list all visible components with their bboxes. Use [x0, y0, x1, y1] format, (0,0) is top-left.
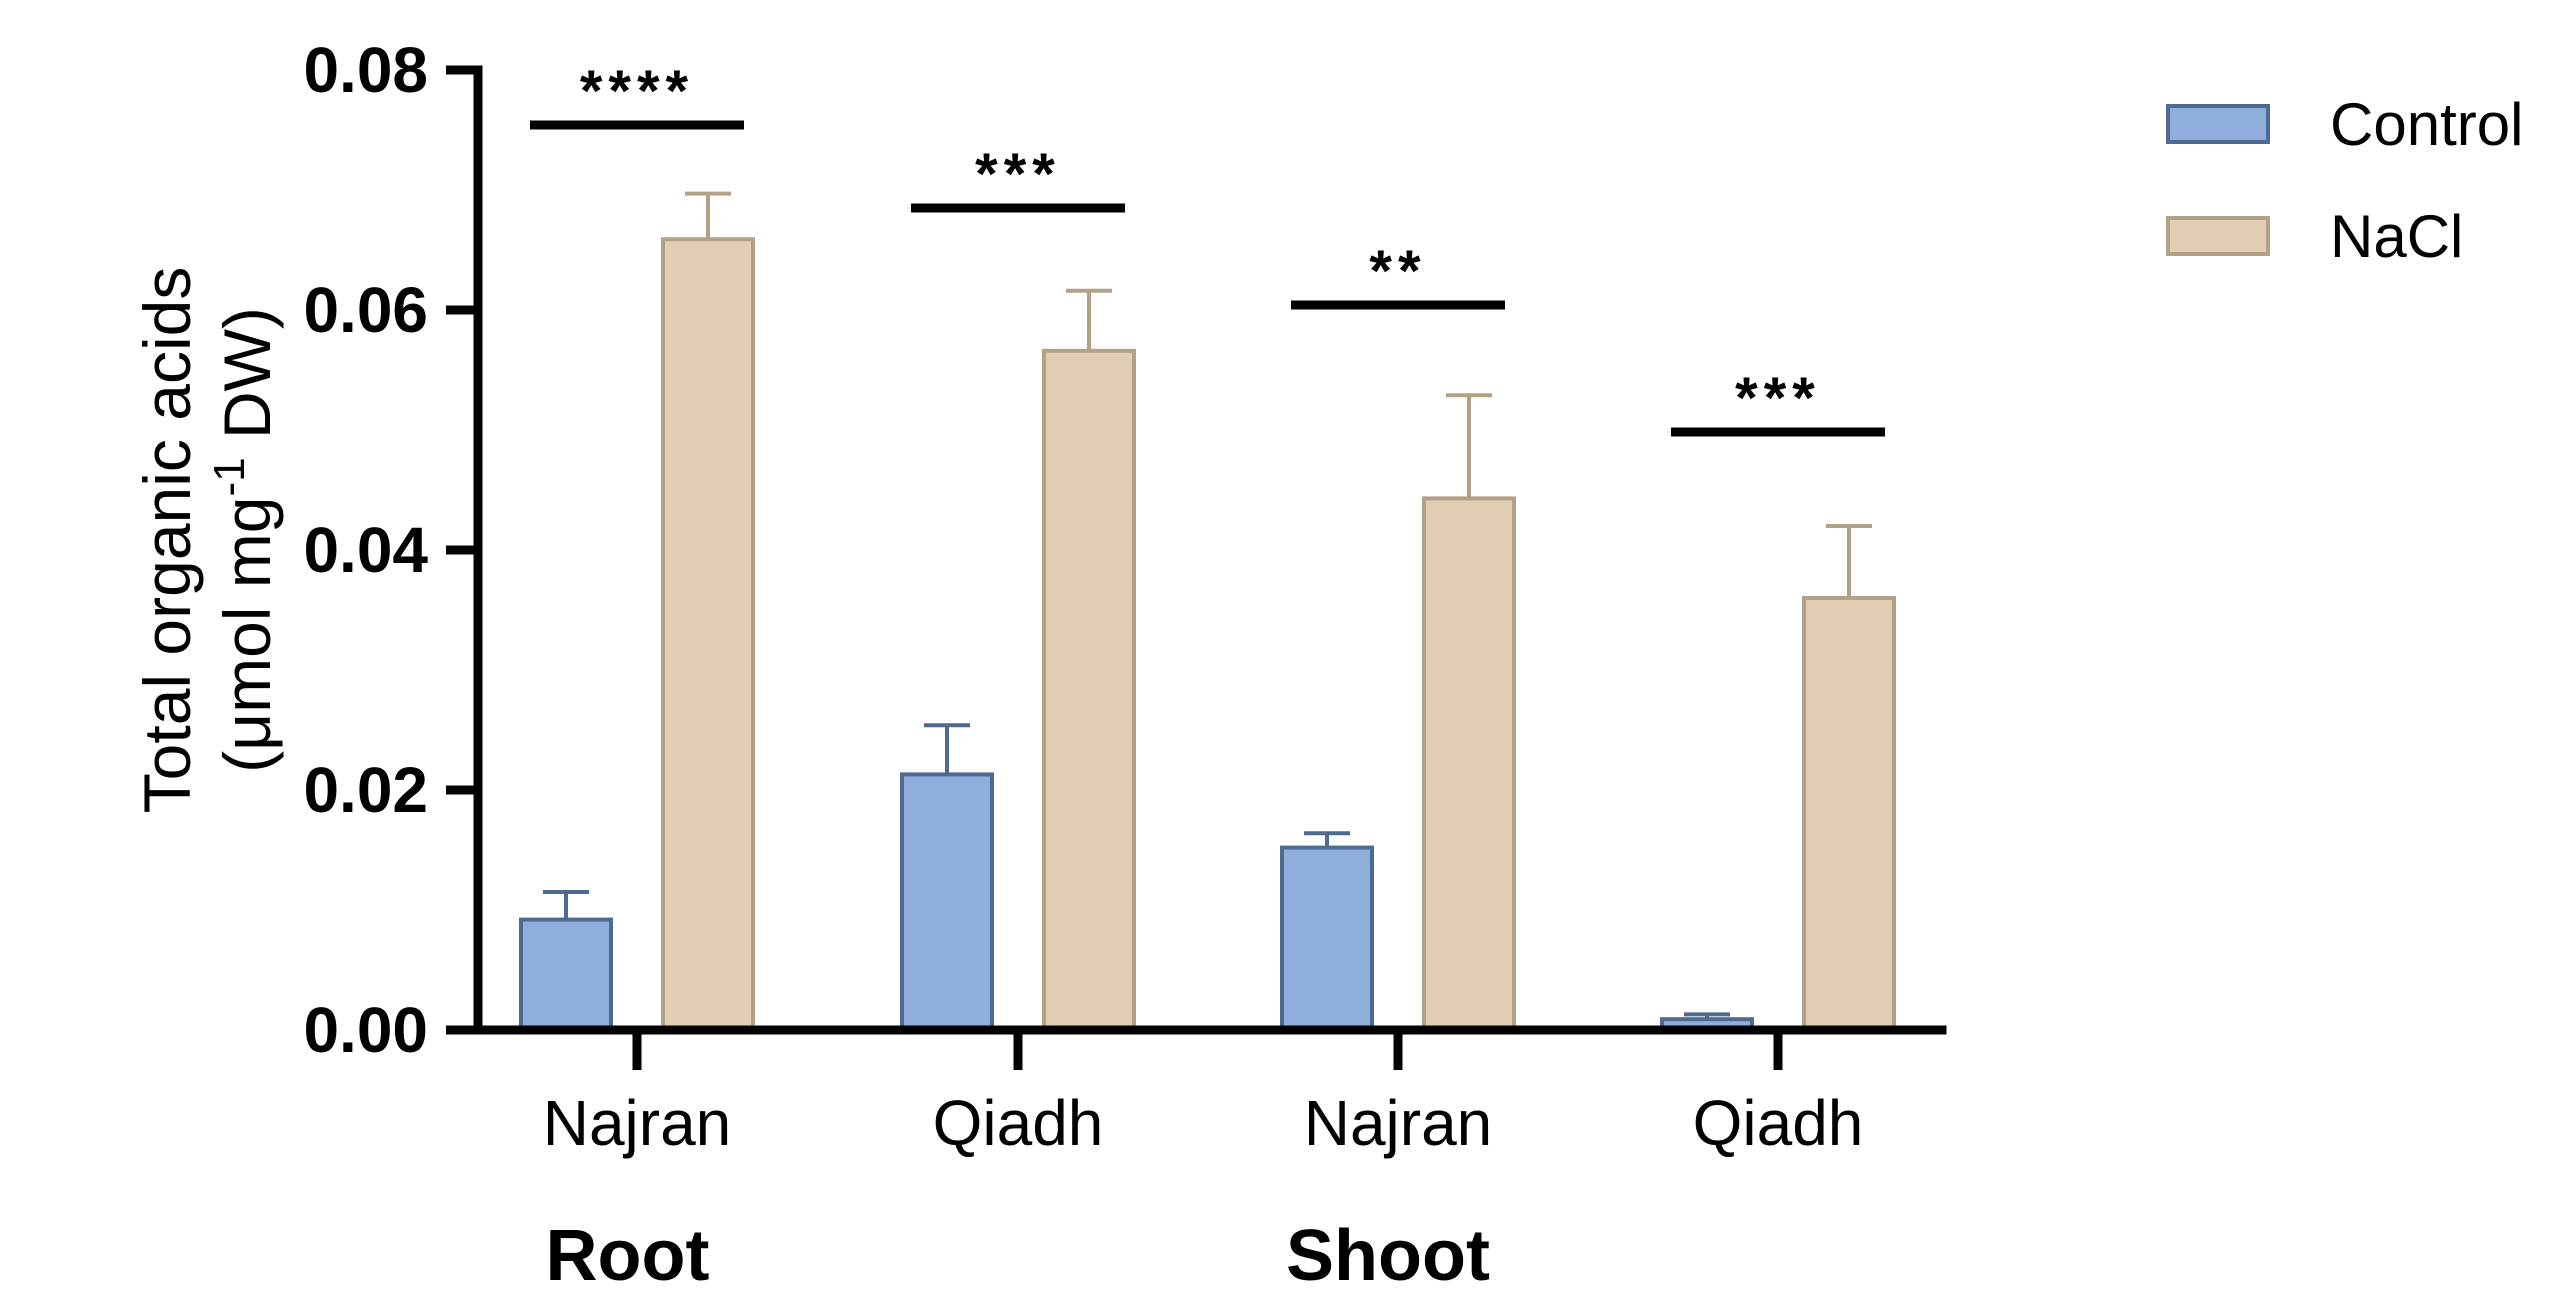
significance-label: ***: [1735, 366, 1821, 431]
x-tick-label: Najran: [1304, 1087, 1493, 1159]
significance-label: ****: [580, 59, 694, 124]
significance-label: **: [1369, 239, 1426, 304]
legend-label-nacl: NaCl: [2330, 203, 2463, 270]
legend-label-control: Control: [2330, 91, 2523, 158]
y-tick-label: 0.02: [303, 754, 428, 826]
y-axis-label-line1: Total organic acids: [130, 267, 204, 814]
group-label: Root: [546, 1216, 710, 1296]
x-tick-label: Qiadh: [1693, 1087, 1864, 1159]
y-axis-label-line2: (μmol mg-1 DW): [205, 307, 284, 773]
y-tick-label: 0.00: [303, 994, 428, 1066]
group-label: Shoot: [1286, 1216, 1490, 1296]
bars: [519, 191, 1896, 1033]
bar-nacl: [1042, 348, 1136, 1032]
x-axis-ticks: Najran Qiadh Najran Qiadh: [543, 1030, 1864, 1159]
bar-nacl: [1422, 496, 1516, 1032]
y-tick-label: 0.04: [303, 514, 428, 586]
y-tick-label: 0.08: [303, 34, 428, 106]
group-labels: Root Shoot: [546, 1216, 1490, 1296]
bar-control: [519, 917, 613, 1032]
significance-markers: ************: [530, 59, 1885, 437]
bar-control: [900, 772, 994, 1033]
y-tick-label: 0.06: [303, 274, 428, 346]
legend-swatch-nacl: [2166, 216, 2270, 256]
bar-nacl: [661, 237, 755, 1032]
bar-control: [1280, 845, 1374, 1032]
bar-nacl: [1802, 596, 1896, 1032]
y-axis-ticks: 0.00 0.02 0.04 0.06 0.08: [303, 34, 478, 1066]
significance-label: ***: [975, 142, 1061, 207]
y-axis-label: Total organic acids (μmol mg-1 DW): [130, 267, 284, 814]
x-tick-label: Najran: [543, 1087, 732, 1159]
x-tick-label: Qiadh: [933, 1087, 1104, 1159]
legend: Control NaCl: [2166, 91, 2523, 270]
legend-swatch-control: [2166, 104, 2270, 144]
